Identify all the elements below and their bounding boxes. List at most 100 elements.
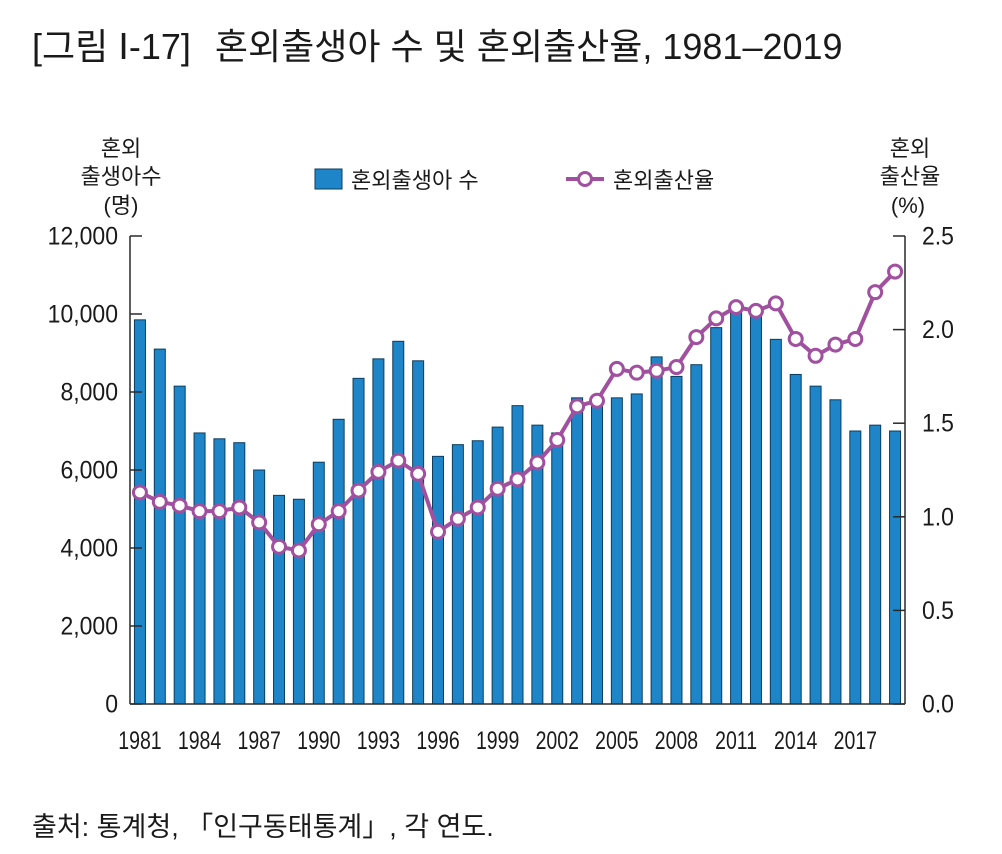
rate-marker-1986 [231, 499, 248, 516]
bar-1984 [193, 432, 206, 705]
y-left-tick-label: 4,000 [60, 535, 118, 563]
rate-marker-1985 [211, 503, 228, 520]
rate-marker-1997 [449, 510, 466, 527]
rate-marker-1998 [469, 499, 486, 516]
rate-marker-1996 [430, 523, 447, 540]
bar-1992 [352, 377, 365, 705]
y-left-title-line: 출생아수 [81, 164, 162, 189]
bar-1989 [292, 498, 305, 705]
x-tick-label: 2005 [595, 727, 638, 755]
bar-2007 [650, 356, 663, 705]
rate-marker-2010 [708, 310, 725, 327]
y-right-title-line: 혼외 [890, 136, 930, 161]
rate-markers [131, 263, 904, 559]
rate-marker-2008 [668, 359, 685, 376]
bar-2009 [690, 364, 703, 705]
rate-marker-2016 [827, 336, 844, 353]
bar-2015 [809, 385, 822, 705]
chart-title: 혼외출생아 수 및 혼외출산율, 1981–2019 [215, 26, 843, 67]
x-tick-label: 1981 [118, 727, 161, 755]
bar-2005 [610, 397, 623, 705]
x-tick-label: 1999 [476, 727, 519, 755]
rate-marker-2019 [887, 263, 904, 280]
bar-2008 [670, 375, 683, 705]
y-left-title-line: (명) [104, 193, 139, 218]
x-tick-label: 1984 [178, 727, 221, 755]
bar-1986 [233, 442, 246, 705]
rate-marker-2015 [807, 347, 824, 364]
bar-series [133, 309, 902, 705]
bar-1995 [412, 360, 425, 705]
y-right-tick-label: 2.5 [922, 223, 954, 251]
bar-2011 [730, 309, 743, 705]
bar-1999 [491, 426, 504, 705]
x-tick-label: 2011 [715, 727, 757, 755]
y-right-title-line: (%) [891, 193, 925, 218]
rate-marker-2018 [867, 284, 884, 301]
rate-marker-1988 [271, 538, 288, 555]
rate-marker-2001 [529, 454, 546, 471]
bar-2012 [749, 311, 762, 705]
rate-marker-2003 [569, 398, 586, 415]
rate-marker-2002 [549, 432, 566, 449]
x-tick-label: 1990 [297, 727, 340, 755]
rate-marker-1989 [290, 542, 307, 559]
x-tick-label: 2002 [536, 727, 579, 755]
y-left-tick-label: 12,000 [48, 223, 118, 251]
bar-1987 [253, 469, 266, 705]
y-left-tick-label: 10,000 [48, 301, 118, 329]
rate-marker-2000 [509, 471, 526, 488]
x-tick-label: 2008 [655, 727, 698, 755]
bar-1991 [332, 418, 345, 705]
y-right-tick-label: 0.0 [922, 691, 954, 719]
rate-marker-1983 [171, 497, 188, 514]
axes: 0 2,000 4,000 6,000 8,000 10,000 12,000 0.0 0.5 1… [48, 223, 954, 755]
rate-marker-2009 [688, 329, 705, 346]
source-note: 출처: 통계청, 「인구동태통계」, 각 연도. [32, 812, 494, 842]
bar-1994 [392, 340, 405, 705]
bar-2010 [710, 327, 723, 705]
rate-marker-1981 [131, 484, 148, 501]
figure-title: [그림 Ⅰ-17] 혼외출생아 수 및 혼외출산율, 1981–2019 [32, 26, 843, 67]
y-right-tick-label: 0.5 [922, 597, 954, 625]
x-tick-label: 1993 [357, 727, 400, 755]
legend-line-marker [577, 171, 593, 187]
y-left-title-line: 혼외 [101, 136, 141, 161]
rate-marker-1993 [370, 463, 387, 480]
legend-item-bar: 혼외출생아 수 [314, 168, 479, 193]
rate-marker-2005 [608, 360, 625, 377]
rate-marker-1994 [390, 452, 407, 469]
bar-1990 [312, 461, 325, 705]
y-left-tick-label: 0 [105, 691, 118, 719]
y-right-title-line: 출산율 [880, 164, 941, 189]
legend-line-label: 혼외출산율 [613, 168, 714, 193]
bar-2013 [769, 338, 782, 705]
legend: 혼외출생아 수 혼외출산율 [314, 168, 714, 193]
y-left-tick-label: 2,000 [60, 613, 118, 641]
legend-item-line: 혼외출산율 [566, 168, 714, 193]
figure-label: [그림 Ⅰ-17] [32, 26, 191, 67]
bar-2016 [829, 399, 842, 705]
bar-1985 [213, 438, 226, 705]
bar-1982 [153, 348, 166, 705]
bar-1981 [133, 319, 146, 705]
y-axis-right-title: 혼외 출산율 (%) [880, 136, 941, 218]
bar-1998 [471, 440, 484, 705]
rate-marker-2017 [847, 330, 864, 347]
rate-marker-1992 [350, 482, 367, 499]
rate-marker-2007 [648, 362, 665, 379]
bar-1988 [273, 494, 286, 705]
rate-marker-1995 [410, 465, 427, 482]
rate-marker-2014 [787, 330, 804, 347]
chart-plot-area: 0 2,000 4,000 6,000 8,000 10,000 12,000 0.0 0.5 1… [48, 223, 954, 755]
bar-2004 [590, 399, 603, 705]
y-right-tick-label: 1.5 [922, 410, 954, 438]
bar-2000 [511, 405, 524, 705]
bar-1993 [372, 358, 385, 705]
bar-2006 [630, 393, 643, 705]
bar-1996 [432, 455, 445, 705]
rate-marker-1984 [191, 503, 208, 520]
rate-marker-1987 [251, 514, 268, 531]
bar-1997 [451, 444, 464, 705]
bar-1983 [173, 385, 186, 705]
